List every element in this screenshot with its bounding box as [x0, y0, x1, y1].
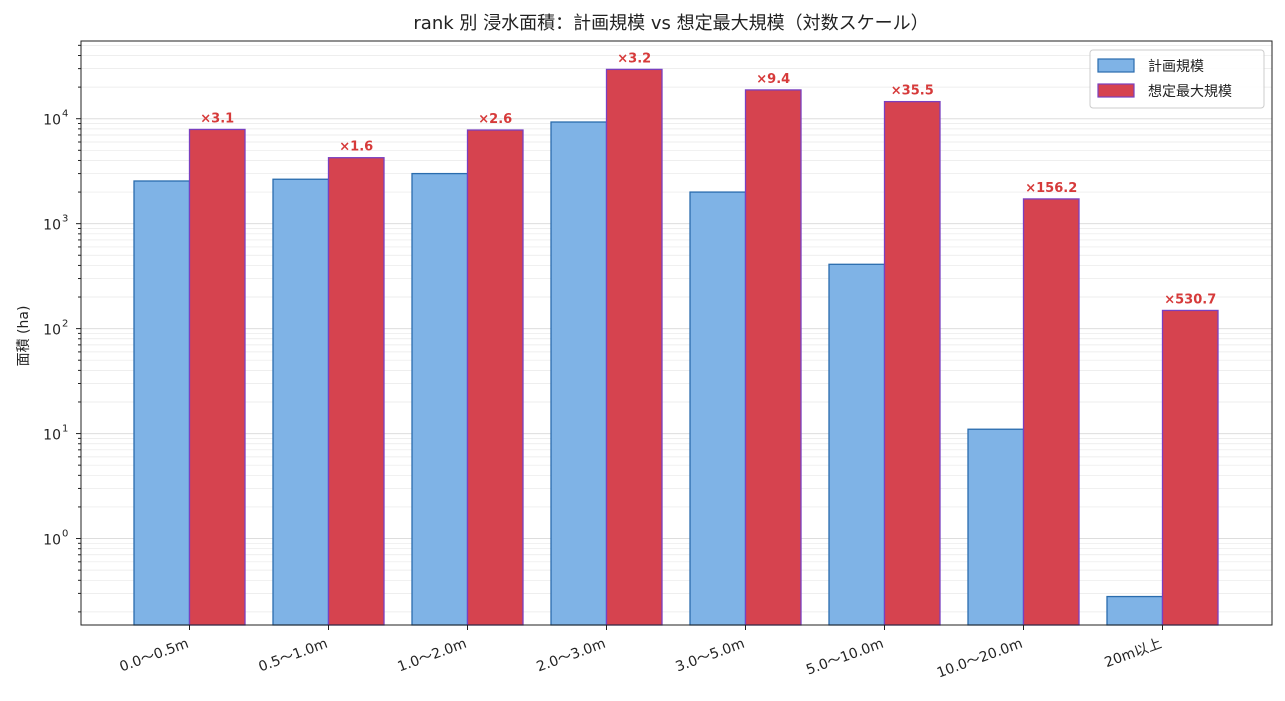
- y-tick-label: 10: [43, 533, 61, 549]
- x-tick-label: 3.0〜5.0m: [674, 636, 747, 676]
- grid-lines: [81, 44, 1272, 613]
- ratio-label: ×3.1: [200, 111, 234, 126]
- bar-maximum: [466, 129, 524, 626]
- legend-label: 想定最大規模: [1148, 84, 1232, 100]
- bar-planned: [550, 121, 608, 626]
- bar-maximum: [1022, 198, 1080, 626]
- bar-planned: [133, 180, 191, 626]
- bar-maximum: [327, 157, 385, 626]
- ratio-label: ×3.2: [617, 51, 651, 66]
- bar-planned: [967, 428, 1025, 626]
- y-tick-exponent: 3: [62, 214, 68, 225]
- x-axis: 0.0〜0.5m 0.5〜1.0m 1.0〜2.0m 2.0〜3.0m 3.0〜5.0m…: [118, 625, 1164, 682]
- y-tick-exponent: 0: [62, 529, 68, 540]
- x-tick-label: 20m以上: [1103, 636, 1164, 671]
- legend-swatch: [1097, 83, 1135, 98]
- y-tick-label: 10: [43, 428, 61, 444]
- x-tick-label: 2.0〜3.0m: [535, 636, 608, 676]
- bar-planned: [272, 178, 330, 626]
- x-tick-label: 5.0〜10.0m: [804, 636, 886, 679]
- ratio-label: ×1.6: [339, 140, 373, 155]
- ratio-label: ×35.5: [891, 84, 934, 99]
- y-tick-label: 10: [43, 218, 61, 234]
- bar-maximum: [188, 128, 246, 626]
- x-tick-label: 1.0〜2.0m: [396, 636, 469, 676]
- y-tick-exponent: 1: [62, 424, 68, 435]
- y-tick-exponent: 2: [62, 319, 68, 330]
- bar-maximum: [744, 89, 802, 626]
- chart-title: rank 別 浸水面積：計画規模 vs 想定最大規模（対数スケール）: [413, 13, 928, 34]
- y-tick-exponent: 4: [62, 109, 68, 120]
- bar-planned: [1106, 595, 1164, 626]
- bar-maximum: [1161, 309, 1219, 626]
- ratio-labels: ×3.1 ×1.6 ×2.6 ×3.2 ×9.4 ×35.5 ×156.2 ×530.7: [200, 51, 1216, 307]
- bar-planned: [689, 191, 747, 626]
- x-tick-label: 0.0〜0.5m: [118, 636, 191, 676]
- bar-planned: [411, 172, 469, 626]
- y-tick-label: 10: [43, 113, 61, 129]
- bars: [133, 68, 1219, 626]
- bar-maximum: [605, 68, 663, 626]
- bar-maximum: [883, 100, 941, 626]
- ratio-label: ×530.7: [1164, 292, 1216, 307]
- y-tick-label: 10: [43, 323, 61, 339]
- y-axis-label: 面積 (ha): [16, 306, 32, 367]
- bar-planned: [828, 263, 886, 626]
- ratio-label: ×156.2: [1025, 181, 1077, 196]
- legend-swatch: [1097, 58, 1135, 73]
- x-tick-label: 10.0〜20.0m: [935, 636, 1025, 682]
- x-tick-label: 0.5〜1.0m: [257, 636, 330, 676]
- legend-label: 計画規模: [1148, 59, 1204, 75]
- ratio-label: ×9.4: [756, 72, 790, 87]
- ratio-label: ×2.6: [478, 112, 512, 127]
